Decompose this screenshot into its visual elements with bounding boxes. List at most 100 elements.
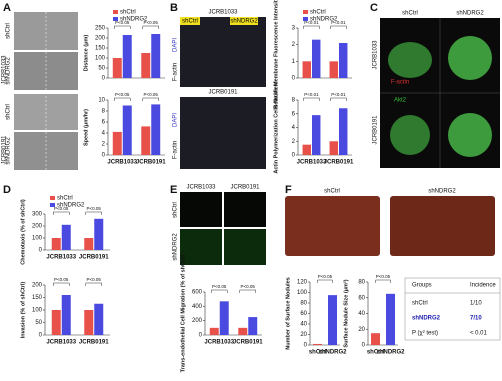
y-tick-label: 3 [292, 26, 296, 32]
table-cell: shCtrl [412, 301, 428, 307]
image-label: shNDRG2 [456, 11, 484, 17]
x-tick-label: JCRB0191 [79, 255, 109, 261]
y-tick-label: 200 [32, 224, 43, 230]
y-tick-label: 100 [32, 236, 43, 242]
y-tick-label: 60 [300, 311, 307, 317]
annotation: P<0.05 [212, 284, 227, 289]
bar [329, 141, 338, 155]
legend-label: shNDRG2 [57, 203, 85, 209]
bar [94, 303, 104, 335]
bar [84, 238, 94, 250]
table-cell: shNDRG2 [412, 316, 441, 322]
panel-letter: E [170, 184, 177, 196]
y-tick-label: 150 [32, 295, 43, 301]
bar [151, 104, 161, 155]
table-frame [404, 277, 501, 341]
y-tick-label: 300 [32, 212, 43, 218]
y-axis-label: Number of Surface Nodules [285, 277, 291, 349]
y-tick-label: 40 [358, 311, 365, 317]
x-tick-label: JCRB0191 [233, 340, 263, 346]
significance-bracket [330, 25, 347, 29]
image-label: shCtrl [6, 23, 12, 39]
y-tick-label: 20 [358, 327, 365, 333]
bar [329, 61, 338, 78]
bar [386, 293, 395, 345]
y-tick-label: 0 [199, 333, 203, 339]
legend-swatch [303, 17, 308, 21]
bar [141, 53, 151, 78]
y-tick-label: 50 [35, 320, 42, 326]
x-tick-label: shCtrl [309, 350, 327, 356]
y-tick-label: 200 [32, 283, 43, 289]
image-label: F-actin [391, 80, 409, 86]
legend-swatch [50, 203, 55, 207]
image-label: JCRB1033 [186, 185, 216, 191]
annotation: P<0.05 [144, 92, 159, 97]
image-label: shNDRG2 [6, 57, 12, 85]
bar [328, 295, 337, 345]
significance-bracket [330, 97, 347, 101]
table-cell: 1/10 [470, 301, 482, 307]
y-tick-label: 0 [304, 343, 308, 349]
x-tick-label: shCtrl [367, 350, 385, 356]
y-axis-label: Actin Polymerization Cells No./field [273, 81, 279, 173]
y-tick-label: 0 [292, 76, 296, 82]
y-axis-label: Chemotaxis (% of shCtrl) [20, 199, 26, 265]
legend-swatch [113, 17, 118, 21]
y-tick-label: 8 [102, 109, 106, 115]
x-tick-label: JCRB1033 [204, 340, 234, 346]
bar [61, 224, 71, 250]
x-tick-label: shNDRG2 [376, 350, 405, 356]
bar [94, 218, 104, 250]
significance-bracket [303, 25, 320, 29]
legend-swatch [50, 196, 55, 200]
significance-bracket [142, 25, 159, 29]
bar [313, 343, 322, 345]
y-tick-label: 0 [39, 248, 43, 254]
y-tick-label: 0 [292, 153, 296, 159]
panel-letter: C [370, 2, 378, 14]
annotation: P<0.05 [54, 206, 69, 211]
significance-bracket [114, 97, 131, 101]
y-tick-label: 250 [95, 26, 106, 32]
y-tick-label: 6 [102, 120, 106, 126]
y-tick-label: 120 [297, 280, 308, 286]
significance-bracket [114, 25, 131, 29]
bar [339, 108, 348, 155]
micrographs [14, 12, 500, 265]
image-label: JCRB0191 [2, 135, 8, 165]
y-tick-label: 400 [192, 304, 203, 310]
y-axis-label: Surface Nodule Size (μm²) [342, 279, 349, 347]
annotation: P<0.01 [304, 92, 319, 97]
y-axis-label: Speed (μm/hr) [83, 109, 89, 146]
image-label: shCtrl [182, 19, 198, 25]
significance-bracket [317, 279, 333, 283]
y-tick-label: 0 [102, 76, 106, 82]
image-label: shNDRG2 [6, 137, 12, 165]
annotation: P<0.05 [318, 274, 333, 279]
image-label: JCRB1033 [208, 10, 238, 16]
significance-bracket [303, 97, 320, 101]
panel-letter: D [3, 184, 11, 196]
table-cell: P (χ² test) [412, 331, 438, 337]
bar [141, 126, 151, 155]
y-axis-label: Distance (μm) [83, 35, 89, 72]
x-tick-label: JCRB1033 [46, 340, 76, 346]
image-label: JCRB0191 [230, 185, 260, 191]
bar [112, 131, 122, 155]
y-tick-label: 10 [98, 98, 105, 104]
y-axis-label: Trans-endothelial Cell Migration (% of s… [180, 255, 186, 373]
legend-label: shCtrl [310, 10, 326, 16]
image-label: shCtrl [6, 104, 12, 120]
y-tick-label: 80 [300, 301, 307, 307]
annotation: P<0.05 [376, 274, 391, 279]
y-tick-label: 60 [358, 295, 365, 301]
y-tick-label: 40 [300, 322, 307, 328]
y-tick-label: 600 [192, 290, 203, 296]
y-tick-label: 100 [32, 308, 43, 314]
x-tick-label: shNDRG2 [318, 350, 347, 356]
table-header: Incidence [470, 283, 496, 289]
image-label: Akt2 [394, 98, 407, 104]
